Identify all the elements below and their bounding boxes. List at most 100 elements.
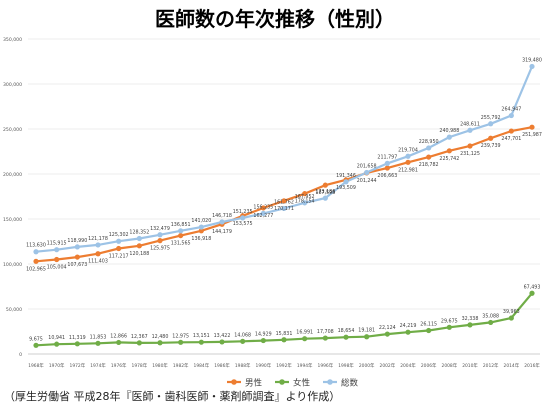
data-label: 29,675 <box>441 318 458 324</box>
y-tick-label: 200,000 <box>3 172 22 178</box>
data-label: 35,088 <box>482 313 499 319</box>
data-point <box>384 331 390 337</box>
data-label: 151,235 <box>233 209 253 215</box>
x-tick-label: 1976年 <box>111 362 127 369</box>
data-point <box>302 200 308 206</box>
x-tick-label: 1996年 <box>318 362 334 369</box>
data-label: 13,422 <box>214 333 231 339</box>
data-label: 113,630 <box>26 243 46 249</box>
y-tick-label: 0 <box>19 352 22 358</box>
x-tick-label: 2000年 <box>359 362 375 369</box>
data-label: 173,186 <box>315 189 335 195</box>
data-label: 22,124 <box>379 325 396 331</box>
data-label: 26,115 <box>420 321 437 327</box>
source-note: （厚生労働省 平成28年『医師・歯科医師・薬剤師調査』より作成） <box>4 390 341 403</box>
data-label: 240,988 <box>439 128 459 134</box>
data-label: 141,020 <box>191 218 211 224</box>
x-tick-label: 1986年 <box>214 362 230 369</box>
y-tick-label: 100,000 <box>3 262 22 268</box>
data-point <box>426 154 432 160</box>
data-point <box>384 165 390 171</box>
data-label: 128,352 <box>129 229 149 235</box>
data-label: 247,701 <box>501 136 521 142</box>
data-point <box>116 238 122 244</box>
x-tick-label: 1998年 <box>338 362 354 369</box>
data-point <box>426 145 432 151</box>
data-label: 132,479 <box>150 226 170 232</box>
data-label: 170,171 <box>274 206 294 212</box>
data-label: 212,981 <box>398 167 418 173</box>
data-point <box>178 339 184 345</box>
data-label: 319,480 <box>522 57 542 63</box>
data-label: 125,975 <box>150 246 170 252</box>
data-point <box>281 198 287 204</box>
data-point <box>467 127 473 133</box>
data-label: 107,673 <box>67 262 87 268</box>
data-point <box>198 224 204 230</box>
data-point <box>116 245 122 252</box>
data-point <box>178 228 184 234</box>
x-tick-label: 2012年 <box>483 362 499 369</box>
data-point <box>157 238 163 244</box>
x-tick-label: 1994年 <box>297 362 313 369</box>
data-point <box>240 338 246 344</box>
data-label: 178,154 <box>295 199 315 205</box>
data-label: 156,235 <box>253 204 273 210</box>
data-point <box>364 169 370 176</box>
data-label: 115,915 <box>47 241 67 247</box>
data-label: 201,244 <box>357 178 377 184</box>
data-point <box>198 339 204 345</box>
x-tick-label: 1978年 <box>132 362 148 369</box>
data-point <box>116 339 122 346</box>
legend-label: 男性 <box>245 378 263 389</box>
data-label: 32,338 <box>462 316 479 322</box>
data-point <box>467 322 473 328</box>
data-point <box>343 179 349 185</box>
data-label: 118,990 <box>67 238 87 244</box>
data-point <box>302 191 308 197</box>
data-label: 11,853 <box>90 334 107 340</box>
data-point <box>157 232 163 238</box>
data-label: 12,975 <box>172 333 189 339</box>
chart-title: 医師数の年次推移（性別） <box>155 7 395 31</box>
data-point <box>33 342 39 348</box>
data-label: 125,302 <box>109 232 129 238</box>
data-label: 251,987 <box>522 132 542 138</box>
legend-label: 女性 <box>293 378 311 389</box>
data-label: 18,654 <box>338 328 355 334</box>
data-point <box>136 340 142 346</box>
data-label: 14,068 <box>234 332 251 338</box>
data-label: 239,739 <box>481 143 501 149</box>
data-point <box>426 327 432 334</box>
data-point <box>219 339 225 345</box>
y-tick-label: 300,000 <box>3 82 22 88</box>
data-label: 67,493 <box>524 284 541 290</box>
data-label: 39,963 <box>503 309 520 315</box>
data-label: 218,782 <box>419 162 439 168</box>
data-point <box>322 182 328 188</box>
data-label: 111,403 <box>88 259 108 265</box>
data-label: 105,004 <box>47 264 67 270</box>
data-labels: 102,965 105,004 107,673111,403117,217120,1… <box>26 57 542 342</box>
data-point <box>178 232 184 239</box>
x-tick-label: 1982年 <box>173 362 189 369</box>
data-label: 146,718 <box>212 213 232 219</box>
data-label: 117,217 <box>109 254 129 260</box>
x-tick-label: 2016年 <box>524 362 540 369</box>
data-point <box>322 195 328 201</box>
data-point <box>54 256 60 263</box>
data-label: 131,565 <box>171 241 191 247</box>
data-point <box>219 219 225 225</box>
data-label: 9,675 <box>29 336 43 342</box>
series-points <box>33 63 535 348</box>
data-point <box>54 247 60 253</box>
data-point <box>198 228 204 234</box>
legend-swatch-marker <box>231 379 237 385</box>
legend-swatch-marker <box>327 379 333 385</box>
data-point <box>364 334 370 340</box>
x-tick-label: 2008年 <box>442 362 458 369</box>
y-axis-ticks: 0 50,000 100,000 150,000 200,000 250,000 300,0… <box>3 37 22 358</box>
data-label: 136,918 <box>191 236 211 242</box>
legend: 男性 女性 総数 <box>227 378 359 389</box>
